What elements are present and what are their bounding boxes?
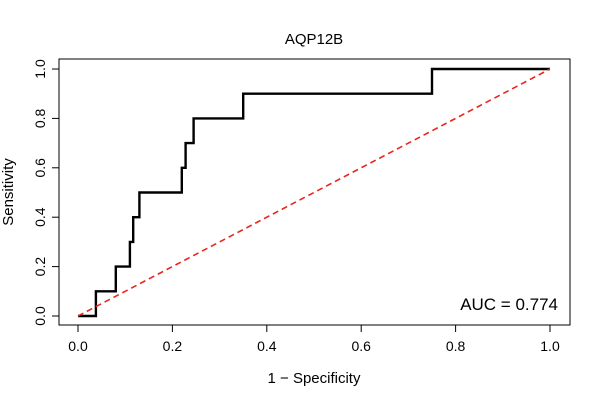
x-tick-label: 0.0 <box>68 338 88 354</box>
y-tick-label: 0.0 <box>32 306 48 326</box>
y-axis-title: Sensitivity <box>0 158 17 226</box>
y-tick-label: 0.6 <box>32 158 48 178</box>
x-tick-label: 0.2 <box>163 338 183 354</box>
x-tick-label: 0.6 <box>351 338 371 354</box>
y-tick-label: 0.4 <box>32 207 48 227</box>
plot-area <box>77 67 551 318</box>
x-axis-title: 1 − Specificity <box>268 370 361 387</box>
x-axis: 0.0 0.2 0.4 0.6 0.8 1.0 <box>68 324 560 354</box>
y-tick-label: 0.2 <box>32 257 48 277</box>
roc-curve-line <box>78 67 550 318</box>
auc-annotation: AUC = 0.774 <box>460 295 558 314</box>
chart-title: AQP12B <box>285 31 343 48</box>
x-tick-label: 1.0 <box>540 338 560 354</box>
y-axis: 0.0 0.2 0.4 0.6 0.8 1.0 <box>32 59 60 326</box>
reference-diagonal-line <box>77 68 551 317</box>
x-tick-label: 0.4 <box>257 338 277 354</box>
y-tick-label: 1.0 <box>32 59 48 79</box>
x-tick-label: 0.8 <box>446 338 466 354</box>
y-tick-label: 0.8 <box>32 108 48 128</box>
